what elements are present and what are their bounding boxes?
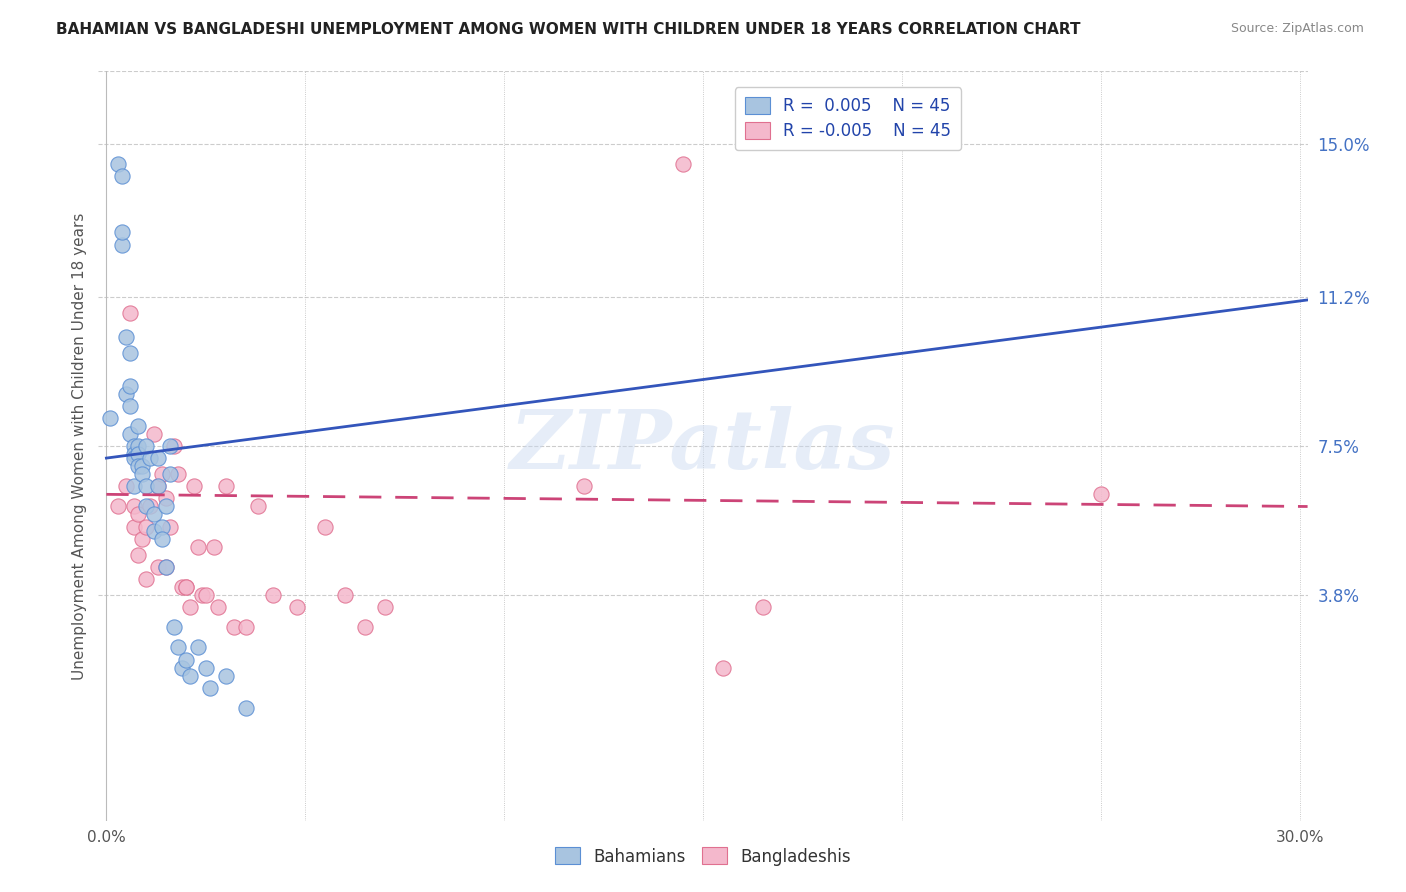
Point	[194, 588, 217, 602]
Point	[122, 447, 145, 461]
Point	[127, 459, 149, 474]
Point	[127, 508, 149, 522]
Point	[187, 640, 209, 655]
Point	[285, 600, 308, 615]
Point	[127, 447, 149, 461]
Point	[146, 451, 169, 466]
Point	[179, 600, 201, 615]
Point	[222, 620, 245, 634]
Point	[194, 660, 217, 674]
Point	[120, 378, 142, 392]
Point	[183, 479, 205, 493]
Point	[159, 439, 181, 453]
Point	[235, 701, 257, 715]
Point	[111, 226, 134, 240]
Point	[155, 559, 177, 574]
Point	[135, 572, 157, 586]
Text: Source: ZipAtlas.com: Source: ZipAtlas.com	[1230, 22, 1364, 36]
Point	[120, 306, 142, 320]
Point	[131, 532, 153, 546]
Point	[170, 660, 193, 674]
Point	[131, 467, 153, 482]
Point	[155, 559, 177, 574]
Point	[135, 500, 157, 514]
Point	[170, 580, 193, 594]
Point	[163, 439, 186, 453]
Point	[215, 668, 238, 682]
Point	[174, 652, 197, 666]
Point	[150, 519, 173, 533]
Point	[111, 169, 134, 183]
Y-axis label: Unemployment Among Women with Children Under 18 years: Unemployment Among Women with Children U…	[72, 212, 87, 680]
Point	[179, 668, 201, 682]
Point	[215, 479, 238, 493]
Point	[174, 580, 197, 594]
Point	[127, 439, 149, 453]
Point	[246, 500, 269, 514]
Text: BAHAMIAN VS BANGLADESHI UNEMPLOYMENT AMONG WOMEN WITH CHILDREN UNDER 18 YEARS CO: BAHAMIAN VS BANGLADESHI UNEMPLOYMENT AMO…	[56, 22, 1081, 37]
Text: ZIPatlas: ZIPatlas	[510, 406, 896, 486]
Point	[107, 500, 129, 514]
Point	[150, 467, 173, 482]
Point	[167, 467, 190, 482]
Point	[98, 410, 121, 425]
Point	[122, 519, 145, 533]
Point	[146, 479, 169, 493]
Point	[159, 467, 181, 482]
Point	[120, 399, 142, 413]
Point	[122, 439, 145, 453]
Point	[333, 588, 356, 602]
Point	[143, 524, 166, 538]
Point	[139, 500, 162, 514]
Point	[159, 519, 181, 533]
Point	[155, 491, 177, 506]
Point	[155, 500, 177, 514]
Point	[187, 540, 209, 554]
Point	[146, 559, 169, 574]
Point	[751, 600, 773, 615]
Point	[711, 660, 734, 674]
Point	[139, 451, 162, 466]
Point	[120, 426, 142, 441]
Point	[115, 479, 138, 493]
Point	[107, 157, 129, 171]
Point	[127, 418, 149, 433]
Point	[374, 600, 396, 615]
Point	[135, 519, 157, 533]
Point	[191, 588, 214, 602]
Point	[672, 157, 695, 171]
Point	[122, 500, 145, 514]
Point	[314, 519, 336, 533]
Point	[262, 588, 284, 602]
Point	[122, 479, 145, 493]
Point	[150, 532, 173, 546]
Point	[135, 479, 157, 493]
Point	[143, 508, 166, 522]
Point	[1090, 487, 1112, 501]
Point	[135, 439, 157, 453]
Point	[143, 426, 166, 441]
Point	[127, 548, 149, 562]
Point	[122, 451, 145, 466]
Legend: Bahamians, Bangladeshis: Bahamians, Bangladeshis	[548, 841, 858, 872]
Point	[131, 459, 153, 474]
Point	[235, 620, 257, 634]
Point	[572, 479, 595, 493]
Point	[163, 620, 186, 634]
Point	[120, 346, 142, 360]
Point	[167, 640, 190, 655]
Point	[354, 620, 377, 634]
Point	[146, 479, 169, 493]
Point	[115, 386, 138, 401]
Point	[174, 580, 197, 594]
Point	[198, 681, 221, 695]
Point	[202, 540, 225, 554]
Point	[111, 237, 134, 252]
Point	[207, 600, 229, 615]
Point	[115, 330, 138, 344]
